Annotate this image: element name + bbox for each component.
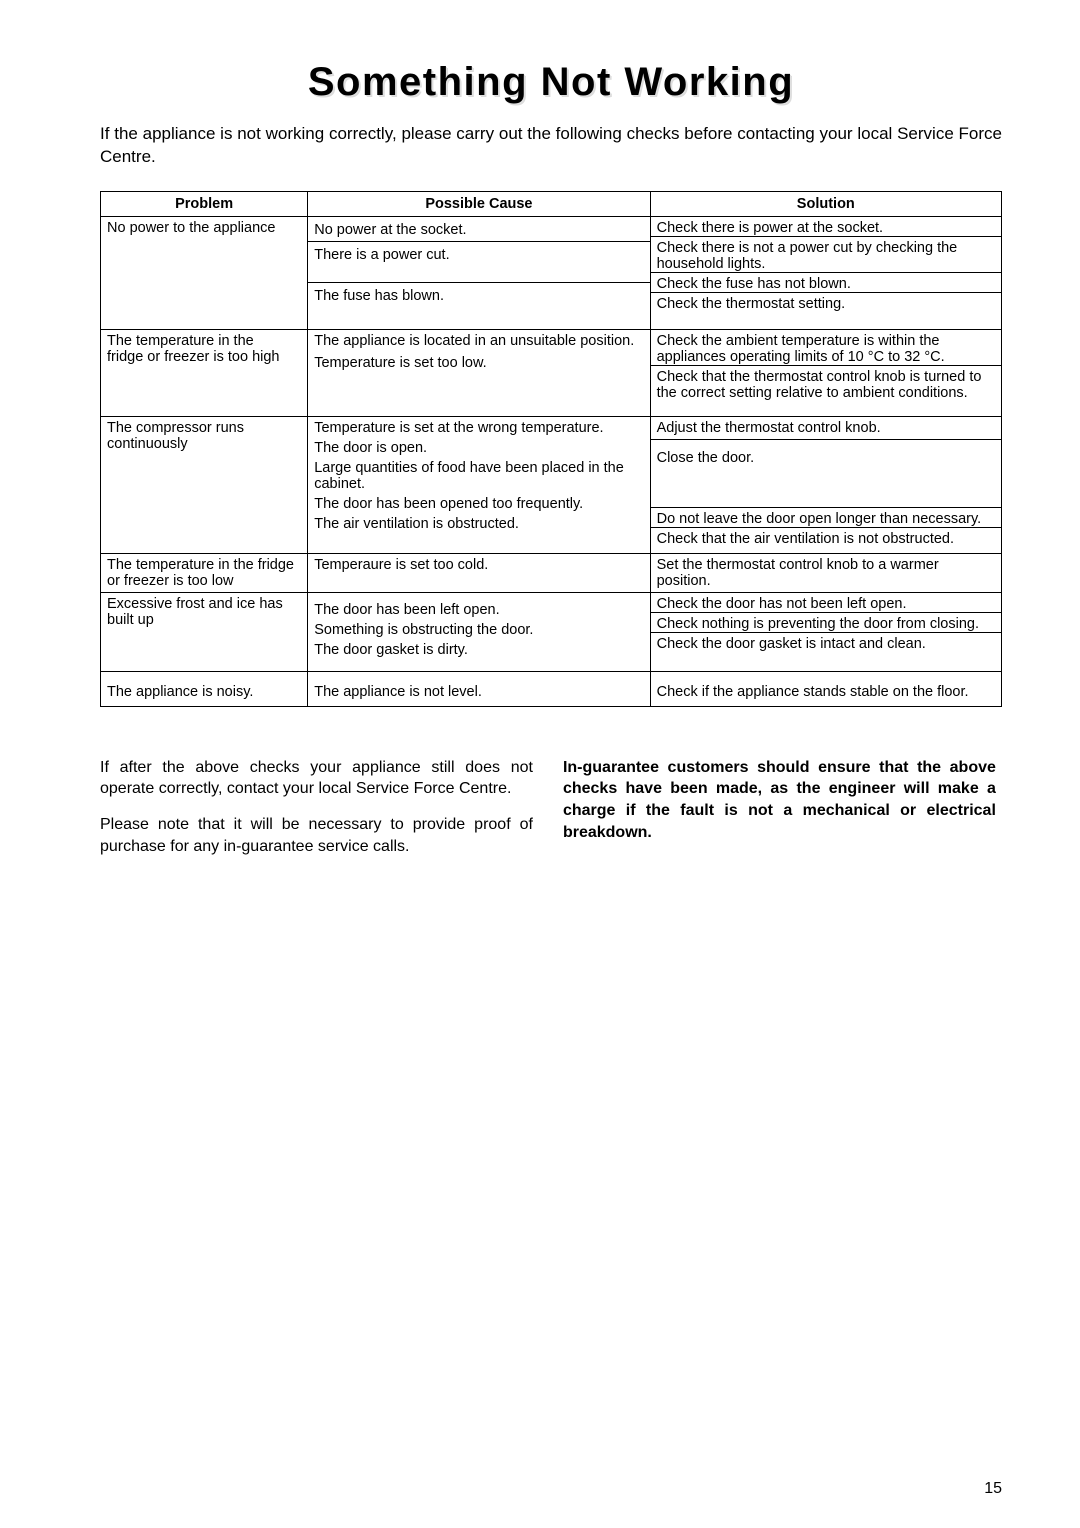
cause-item: There is a power cut. [308,241,649,285]
solution-item: Check that the thermostat control knob i… [651,365,1001,413]
page: Something Not Working If the appliance i… [0,0,1080,1528]
right-para: In-guarantee customers should ensure tha… [563,757,996,843]
problem-cell: Excessive frost and ice has built up [101,592,308,671]
solution-item: Check the door gasket is intact and clea… [651,632,1001,668]
cause-item: The appliance is located in an unsuitabl… [314,333,643,355]
left-column: If after the above checks your appliance… [100,757,533,871]
problem-text: Excessive frost and ice has [107,596,283,612]
cause-item: Temperature is set at the wrong temperat… [308,417,649,539]
troubleshoot-table: Problem Possible Cause Solution No power… [100,191,1002,707]
cause-text: Temperature is set at the wrong temperat… [314,420,643,440]
col-solution-header: Solution [650,191,1001,216]
left-para-1: If after the above checks your appliance… [100,757,533,800]
cause-item: The door has been left open. [314,602,643,622]
footer-columns: If after the above checks your appliance… [100,757,1002,871]
page-heading: Something Not Working [100,60,1002,105]
problem-cell: The temperature in the fridge or freezer… [101,329,308,416]
cause-text: The door has been opened too frequently. [314,496,643,516]
right-column: In-guarantee customers should ensure tha… [563,757,996,871]
solution-item: Check the ambient temperature is within … [651,330,1001,368]
col-cause-header: Possible Cause [308,191,650,216]
solution-item: Close the door. [651,439,1001,510]
table-header-row: Problem Possible Cause Solution [101,191,1002,216]
solution-item: Check that the air ventilation is not ob… [651,527,1001,550]
cause-cell: The appliance is located in an unsuitabl… [308,329,650,416]
solution-item: Do not leave the door open longer than n… [651,507,1001,530]
solution-cell: Check if the appliance stands stable on … [650,671,1001,706]
problem-text: built up [107,612,154,628]
solution-cell: Adjust the thermostat control knob. Clos… [650,416,1001,553]
cause-text: The air ventilation is obstructed. [314,516,643,536]
cause-cell: Temperaure is set too cold. [308,553,650,592]
col-problem-header: Problem [101,191,308,216]
table-row: The temperature in the fridge or freezer… [101,553,1002,592]
table-row: Excessive frost and ice has built up The… [101,592,1002,671]
table-row: The temperature in the fridge or freezer… [101,329,1002,416]
problem-cell: The appliance is noisy. [101,671,308,706]
cause-item: Temperature is set too low. [314,355,643,411]
cause-cell: No power at the socket. There is a power… [308,216,650,329]
problem-text: fridge or freezer is too high [107,349,279,365]
cause-cell: Temperature is set at the wrong temperat… [308,416,650,553]
cause-item: The door gasket is dirty. [314,642,643,662]
cause-cell: The door has been left open. Something i… [308,592,650,671]
problem-text: continuously [107,436,188,452]
intro-text: If the appliance is not working correctl… [100,123,1002,169]
cause-item: Something is obstructing the door. [314,622,643,642]
cause-text: The door is open. [314,440,643,460]
left-para-2: Please note that it will be necessary to… [100,814,533,857]
problem-cell: The temperature in the fridge or freezer… [101,553,308,592]
cause-cell: The appliance is not level. [308,671,650,706]
cause-item: No power at the socket. [308,217,649,244]
table-row: The appliance is noisy. The appliance is… [101,671,1002,706]
solution-item: Check there is not a power cut by checki… [651,236,1001,275]
table-row: No power to the appliance No power at th… [101,216,1002,329]
problem-cell: The compressor runs continuously [101,416,308,553]
page-number: 15 [984,1480,1002,1498]
problem-cell: No power to the appliance [101,216,308,329]
solution-cell: Check there is power at the socket. Chec… [650,216,1001,329]
cause-item: The fuse has blown. [308,282,649,326]
problem-text: The temperature in the [107,333,254,349]
solution-cell: Check the ambient temperature is within … [650,329,1001,416]
solution-item: Check the thermostat setting. [651,292,1001,315]
cause-text: Large quantities of food have been place… [314,460,643,496]
solution-cell: Set the thermostat control knob to a war… [650,553,1001,592]
table-row: The compressor runs continuously Tempera… [101,416,1002,553]
solution-item: Check nothing is preventing the door fro… [651,612,1001,635]
problem-text: The compressor runs [107,420,244,436]
solution-cell: Check the door has not been left open. C… [650,592,1001,671]
